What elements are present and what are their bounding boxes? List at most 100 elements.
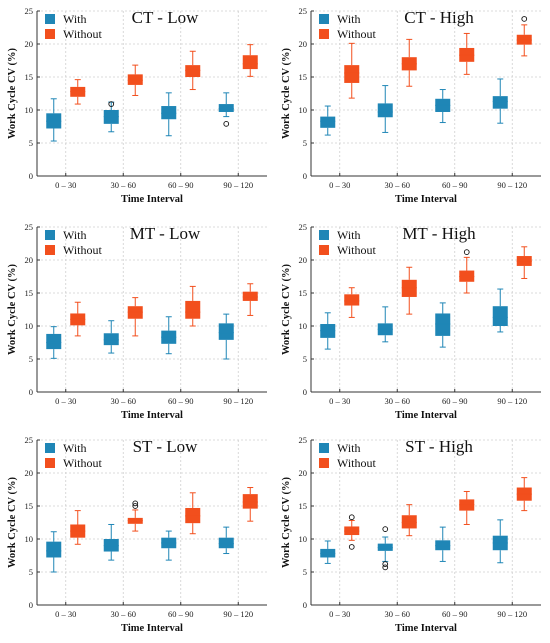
box-iqr (377, 103, 393, 118)
x-tick-label: 30 – 60 (385, 396, 411, 406)
y-tick-label: 15 (25, 501, 34, 511)
chart-title: CT - Low (132, 8, 199, 27)
box-without-1 (344, 287, 360, 318)
y-tick-label: 5 (303, 567, 307, 577)
x-tick-label: 90 – 120 (223, 396, 253, 406)
box-without-3 (185, 492, 201, 535)
x-tick-label: 0 – 30 (55, 396, 76, 406)
y-tick-label: 20 (299, 255, 308, 265)
chart-title: MT - Low (130, 224, 201, 243)
y-tick-label: 25 (299, 6, 308, 16)
x-axis-label: Time Interval (121, 410, 183, 421)
box-without-4 (242, 44, 258, 77)
box-without-1 (70, 301, 86, 337)
box-without-2 (127, 500, 143, 532)
x-axis-label: Time Interval (395, 410, 457, 421)
legend-swatch-with (319, 443, 329, 453)
box-without-3 (459, 490, 475, 525)
chart-title: ST - High (405, 437, 473, 456)
y-tick-label: 15 (25, 72, 34, 82)
legend-swatch-without (45, 458, 55, 468)
box-iqr (161, 106, 177, 120)
box-iqr (46, 541, 62, 558)
box-without-4 (516, 477, 532, 512)
box-without-4 (516, 16, 532, 57)
y-tick-label: 0 (303, 387, 307, 397)
box-with-2 (377, 85, 393, 133)
y-tick-label: 5 (29, 567, 33, 577)
box-with-4 (492, 78, 508, 124)
legend-label-without: Without (337, 243, 377, 257)
y-tick-label: 25 (25, 435, 34, 445)
y-axis-label: Work Cycle CV (%) (281, 47, 292, 139)
x-tick-label: 90 – 120 (497, 609, 527, 619)
box-iqr (242, 291, 258, 301)
x-tick-label: 30 – 60 (111, 180, 137, 190)
y-axis-label: Work Cycle CV (%) (7, 263, 18, 355)
y-axis-label: Work Cycle CV (%) (281, 476, 292, 568)
outlier-point (348, 544, 355, 550)
box-with-4 (218, 313, 234, 360)
x-tick-label: 0 – 30 (329, 396, 350, 406)
box-iqr (218, 323, 234, 340)
box-without-1 (344, 514, 360, 550)
y-tick-label: 0 (29, 600, 33, 610)
box-iqr (401, 515, 417, 529)
x-axis-label: Time Interval (121, 623, 183, 634)
x-tick-label: 0 – 30 (55, 609, 76, 619)
legend-swatch-without (319, 458, 329, 468)
x-tick-label: 30 – 60 (385, 609, 411, 619)
y-tick-label: 5 (303, 354, 307, 364)
y-tick-label: 5 (29, 138, 33, 148)
box-with-2 (377, 306, 393, 343)
box-with-3 (161, 92, 177, 137)
legend-swatch-with (319, 230, 329, 240)
box-with-1 (46, 98, 62, 142)
y-axis-label: Work Cycle CV (%) (7, 47, 18, 139)
chart-panel-4: 0 5 10 15 20 25 0 – 30 30 – 60 60 – 90 90 – 120 Ti… (281, 222, 541, 421)
y-tick-label: 5 (29, 354, 33, 364)
legend-swatch-with (319, 14, 329, 24)
y-tick-label: 0 (29, 387, 33, 397)
y-tick-label: 10 (25, 321, 34, 331)
chart-title: ST - Low (133, 437, 199, 456)
legend-swatch-without (45, 29, 55, 39)
x-tick-label: 90 – 120 (497, 180, 527, 190)
box-without-2 (127, 297, 143, 337)
box-with-4 (492, 519, 508, 564)
box-without-3 (185, 285, 201, 327)
legend-label-with: With (63, 228, 87, 242)
box-without-2 (401, 504, 417, 537)
box-iqr (320, 116, 336, 128)
box-with-3 (435, 526, 451, 562)
box-with-3 (435, 302, 451, 348)
outlier-point (132, 503, 139, 509)
box-without-2 (401, 38, 417, 87)
y-tick-label: 10 (299, 534, 308, 544)
chart-panel-2: 0 5 10 15 20 25 0 – 30 30 – 60 60 – 90 90 – 120 Ti… (281, 6, 541, 205)
box-iqr (218, 104, 234, 112)
y-tick-label: 25 (299, 222, 308, 232)
chart-panel-6: 0 5 10 15 20 25 0 – 30 30 – 60 60 – 90 90 – 120 Ti… (281, 435, 541, 634)
legend-swatch-with (45, 230, 55, 240)
legend-label-without: Without (63, 27, 103, 41)
x-tick-label: 0 – 30 (55, 180, 76, 190)
legend-swatch-without (319, 245, 329, 255)
y-tick-label: 25 (25, 6, 34, 16)
x-tick-label: 60 – 90 (442, 609, 468, 619)
chart-title: CT - High (404, 8, 474, 27)
legend-label-with: With (63, 12, 87, 26)
x-tick-label: 60 – 90 (168, 180, 194, 190)
y-tick-label: 0 (303, 600, 307, 610)
x-tick-label: 60 – 90 (442, 180, 468, 190)
box-iqr (218, 537, 234, 549)
box-iqr (127, 74, 143, 85)
box-with-2 (377, 526, 393, 571)
box-with-1 (320, 312, 336, 350)
box-with-2 (103, 523, 119, 561)
chart-panel-3: 0 5 10 15 20 25 0 – 30 30 – 60 60 – 90 90 – 120 Ti… (7, 222, 267, 421)
box-with-1 (46, 531, 62, 573)
y-tick-label: 20 (25, 39, 34, 49)
box-with-2 (103, 320, 119, 354)
